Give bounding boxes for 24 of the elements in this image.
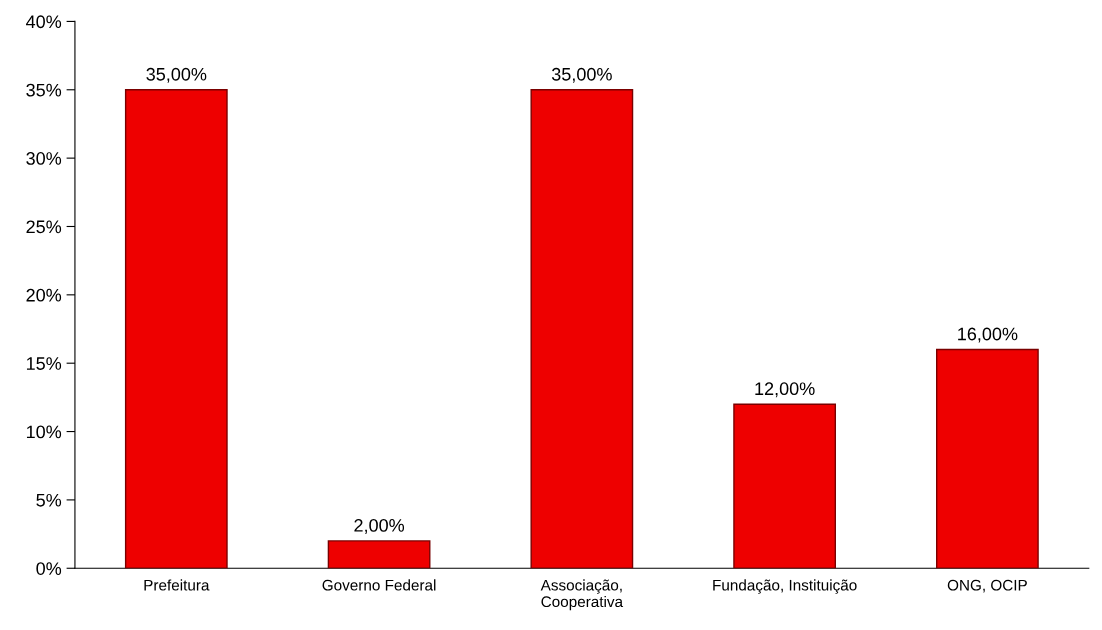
data-label: 35,00% [551,67,612,83]
x-tick-label: Associação, Cooperativa [540,579,624,611]
x-tick-label: Governo Federal [322,579,436,591]
y-tick-label: 15% [26,357,62,370]
y-tick-label: 10% [26,425,62,439]
data-label: 12,00% [755,382,815,398]
y-tick-label: 25% [26,220,62,234]
y-tick-label: 35% [26,83,62,97]
y-tick-label: 0% [36,562,62,575]
bar [327,540,431,569]
x-tick-label: Prefeitura [144,579,210,591]
y-tick-label: 5% [36,493,62,507]
bar [936,348,1039,569]
y-tick-label: 40% [26,15,62,29]
data-label: 35,00% [146,67,207,83]
data-label: 2,00% [354,519,405,534]
x-tick-label: ONG, OCIP [947,579,1027,593]
x-tick-label: Fundação, Instituição [713,579,857,594]
bar [733,403,837,569]
bar [124,89,228,569]
y-tick-label: 30% [26,152,62,165]
y-tick-label: 20% [26,288,62,302]
bar [530,89,634,569]
data-label: 16,00% [958,327,1018,343]
